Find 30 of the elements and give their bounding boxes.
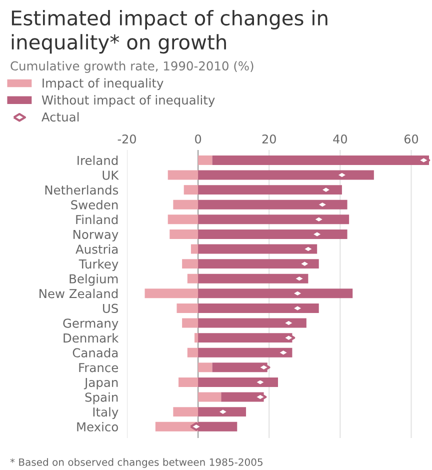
y-tick-label: Turkey bbox=[78, 259, 118, 271]
y-tick-label: Norway bbox=[74, 230, 118, 242]
chart-subtitle: Cumulative growth rate, 1990-2010 (%) bbox=[10, 61, 254, 73]
y-tick-label: Spain bbox=[85, 392, 118, 404]
x-tick-label: 40 bbox=[333, 134, 347, 144]
text: * Based on observed changes between 1985-2005 bbox=[10, 458, 262, 468]
x-tick-label: -20 bbox=[118, 134, 136, 144]
y-tick-label: Germany bbox=[63, 318, 118, 330]
y-tick-label: France bbox=[79, 363, 118, 372]
x-tick-label: 0 bbox=[195, 134, 202, 144]
x-tick-label: 20 bbox=[262, 134, 276, 144]
legend-label: Without impact of inequality bbox=[42, 95, 215, 108]
y-tick-label: New Zealand bbox=[40, 288, 118, 298]
y-tick-label: Japan bbox=[84, 378, 118, 390]
x-tick-label: 60 bbox=[404, 134, 418, 144]
chart-title: Estimated impact of changes in inequality* on growth bbox=[12, 10, 328, 54]
y-tick-label: US bbox=[103, 304, 118, 314]
y-tick-label: Sweden bbox=[71, 200, 118, 210]
legend-label: Impact of inequality bbox=[42, 78, 164, 90]
y-tick-label: Austria bbox=[76, 244, 118, 254]
y-tick-label: Canada bbox=[72, 348, 118, 358]
y-tick-label: Denmark bbox=[64, 333, 119, 343]
y-tick-label: Italy bbox=[93, 407, 118, 419]
y-tick-label: Ireland bbox=[78, 156, 118, 166]
y-tick-label: UK bbox=[102, 170, 119, 180]
y-tick-label: Belgium bbox=[70, 274, 118, 286]
legend-label: Actual bbox=[42, 112, 79, 122]
y-tick-label: Finland bbox=[76, 214, 118, 224]
y-tick-label: Mexico bbox=[77, 422, 118, 432]
y-tick-label: Netherlands bbox=[45, 185, 118, 195]
